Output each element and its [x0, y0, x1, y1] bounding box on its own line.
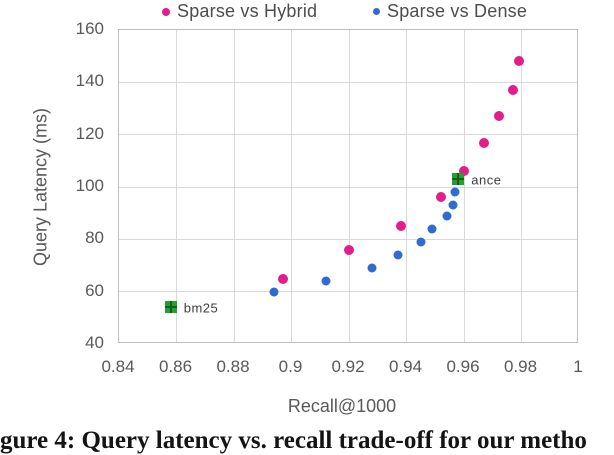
gridline-vertical — [291, 30, 292, 342]
y-tick-label: 100 — [75, 176, 104, 195]
gridline-horizontal — [119, 134, 577, 136]
legend-label-sparse-vs-dense: Sparse vs Dense — [387, 1, 528, 21]
x-tick-label: 0.96 — [446, 357, 480, 376]
data-point-sparse-vs-dense — [427, 224, 437, 234]
data-point-sparse-vs-dense — [367, 263, 377, 273]
y-tick-label: 80 — [85, 228, 104, 248]
legend-marker-sparse-vs-dense-icon — [373, 8, 380, 15]
gridline-horizontal — [119, 186, 577, 188]
y-tick-label: 40 — [85, 333, 104, 352]
x-tick-label: 0.92 — [331, 357, 365, 376]
gridline-vertical — [348, 30, 350, 342]
data-point-sparse-vs-hybrid — [395, 221, 406, 232]
data-point-baselines — [452, 173, 465, 186]
data-point-sparse-vs-hybrid — [459, 166, 469, 177]
x-tick-label: 0.86 — [158, 357, 193, 376]
gridline-vertical — [406, 30, 407, 342]
x-tick-label: 0.98 — [503, 357, 538, 376]
data-point-sparse-vs-hybrid — [277, 273, 288, 284]
y-tick-label: 140 — [75, 71, 104, 91]
plot-area: bm25 ance — [118, 29, 578, 343]
figure-caption: gure 4: Query latency vs. recall trade-o… — [0, 427, 587, 454]
data-point-sparse-vs-dense — [393, 250, 403, 260]
y-tick-label: 160 — [75, 19, 104, 38]
x-tick-label: 0.9 — [278, 357, 303, 376]
gridline-vertical — [233, 30, 235, 342]
data-point-sparse-vs-hybrid — [493, 111, 504, 122]
y-tick-label: 60 — [85, 280, 104, 300]
scatter-chart: Sparse vs Hybrid Sparse vs Dense bm25 anc… — [30, 1, 583, 416]
gridline-horizontal — [119, 291, 577, 293]
data-point-sparse-vs-hybrid — [344, 244, 354, 255]
y-tick-label: 120 — [75, 123, 104, 143]
gridline-vertical — [176, 30, 177, 342]
legend-item-sparse-vs-hybrid: Sparse vs Hybrid — [162, 1, 317, 22]
gridline-horizontal — [119, 238, 577, 240]
legend-item-sparse-vs-dense: Sparse vs Dense — [373, 1, 527, 22]
data-point-sparse-vs-hybrid — [513, 56, 524, 67]
data-point-sparse-vs-hybrid — [479, 137, 490, 148]
data-point-sparse-vs-dense — [450, 187, 460, 197]
data-point-baselines — [164, 301, 177, 314]
gridline-horizontal — [119, 81, 577, 83]
data-point-sparse-vs-hybrid — [436, 192, 446, 203]
data-point-sparse-vs-dense — [448, 200, 457, 210]
data-point-sparse-vs-dense — [321, 276, 331, 286]
legend-marker-sparse-vs-hybrid-icon — [162, 7, 170, 16]
x-tick-label: 0.84 — [101, 357, 135, 376]
data-point-sparse-vs-dense — [416, 237, 426, 247]
x-tick-label: 0.88 — [216, 357, 250, 376]
gridline-vertical — [521, 30, 522, 342]
gridline-vertical — [463, 30, 465, 342]
data-point-sparse-vs-dense — [269, 287, 279, 297]
point-label-ance: ance — [471, 172, 502, 188]
x-tick-label: 0.94 — [388, 357, 423, 376]
data-point-sparse-vs-hybrid — [507, 85, 518, 96]
x-axis-title: Recall@1000 — [287, 396, 397, 416]
point-label-bm25: bm25 — [183, 300, 219, 316]
y-axis-title: Query Latency (ms) — [30, 107, 51, 267]
x-tick-label: 1 — [573, 357, 583, 376]
legend-label-sparse-vs-hybrid: Sparse vs Hybrid — [177, 1, 318, 21]
data-point-sparse-vs-dense — [442, 211, 452, 221]
